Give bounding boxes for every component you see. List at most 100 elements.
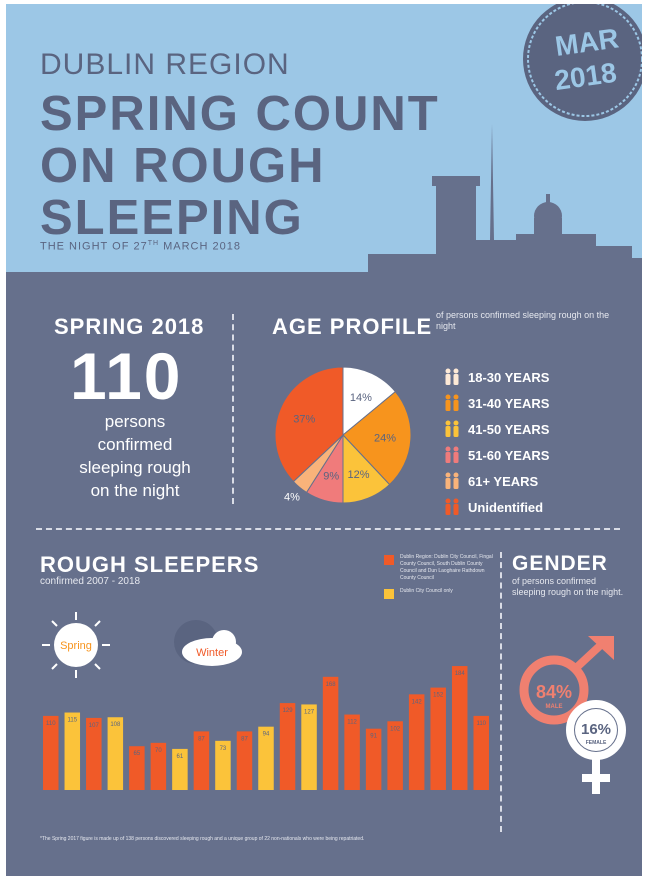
bar <box>43 715 59 790</box>
female-label: FEMALE <box>586 740 607 746</box>
legend-row-18-30: 18-30 YEARS <box>442 364 549 390</box>
bar-value-label: 129 <box>283 708 294 714</box>
male-label: MALE <box>546 704 563 710</box>
legend-row-61-plus: 61+ YEARS <box>442 468 549 494</box>
bar-value-label: 70 <box>155 748 162 754</box>
bar-value-label: 110 <box>46 721 56 727</box>
pie-slice <box>342 390 412 486</box>
age-pie-chart: 14% 24% 12% 9% 4% 37% <box>274 366 412 504</box>
title-line-1: SPRING COUNT <box>40 87 440 141</box>
age-subtitle: of persons confirmed sleeping rough on t… <box>436 310 610 331</box>
rough-sleepers-subtitle: confirmed 2007 - 2018 <box>40 576 141 587</box>
legend-row-51-60: 51-60 YEARS <box>442 442 549 468</box>
gender-symbols: 84% MALE 16% FEMALE <box>519 636 626 794</box>
bar-value-label: 107 <box>89 723 100 729</box>
bar-value-label: 112 <box>347 720 357 726</box>
bar-value-label: 87 <box>198 736 205 742</box>
male-symbol-icon: 84% MALE <box>519 636 614 725</box>
bar-value-label: 168 <box>326 682 337 688</box>
female-percent: 16% <box>581 721 611 738</box>
bar <box>387 721 403 790</box>
pie-slice <box>342 366 397 437</box>
bar-legend-dublin-region: Dublin Region: Dublin City Council, Fing… <box>384 554 494 582</box>
rough-sleepers-heading: ROUGH SLEEPERS <box>40 552 260 577</box>
legend-row-31-40: 31-40 YEARS <box>442 390 549 416</box>
date-stamp: MAR 2018 <box>523 4 642 121</box>
spring-label: Spring <box>60 640 92 652</box>
bar-value-label: 102 <box>390 726 401 732</box>
bar <box>258 726 274 790</box>
legend-row-unidentified: Unidentified <box>442 494 549 520</box>
bar-value-label: 115 <box>67 718 77 724</box>
title-line-3: SLEEPING <box>40 191 304 245</box>
divider-vertical-top <box>232 314 234 504</box>
gender-subtitle: of persons confirmed sleeping rough on t… <box>512 576 624 597</box>
bar <box>236 731 253 790</box>
bar-value-label: 65 <box>134 751 141 757</box>
bar <box>279 703 296 790</box>
people-icon <box>445 446 459 463</box>
bar-value-label: 127 <box>304 709 315 715</box>
bar-legend-dcc-only: Dublin City Council only <box>384 588 494 599</box>
pie-slice-label: 4% <box>284 492 300 504</box>
female-symbol-icon: 16% FEMALE <box>566 700 626 794</box>
bar <box>86 717 102 790</box>
male-percent: 84% <box>536 682 572 702</box>
bar <box>172 748 188 790</box>
bar-value-label: 110 <box>476 721 486 727</box>
gender-heading: GENDER <box>512 552 608 575</box>
bar <box>408 694 425 790</box>
bar <box>193 731 210 790</box>
bar-value-label: 108 <box>110 722 121 728</box>
bar <box>215 740 231 790</box>
spring-count: 110 <box>70 339 183 413</box>
age-legend: 18-30 YEARS 31-40 YEARS 41-50 YEARS 51-6… <box>442 364 549 520</box>
legend-row-41-50: 41-50 YEARS <box>442 416 549 442</box>
bar <box>473 715 489 790</box>
pie-slice-label: 12% <box>348 469 370 481</box>
bar-value-label: 94 <box>263 732 270 738</box>
bar <box>344 714 360 790</box>
bar <box>430 687 446 790</box>
bar <box>322 676 339 790</box>
bar <box>150 742 167 790</box>
bar <box>64 712 81 790</box>
bar-value-label: 87 <box>241 736 248 742</box>
night-date: THE NIGHT OF 27TH MARCH 2018 <box>40 240 241 253</box>
legend-swatch <box>445 368 459 385</box>
bar-value-label: 73 <box>220 746 227 752</box>
bar <box>301 704 317 790</box>
footnote: *The Spring 2017 figure is made up of 13… <box>40 836 365 842</box>
sun-icon: Spring <box>42 612 110 678</box>
legend-swatch <box>445 420 459 437</box>
pie-slice-label: 37% <box>293 413 315 425</box>
bar-legend: Dublin Region: Dublin City Council, Fing… <box>384 554 494 605</box>
rough-sleepers-bar-chart: 110 115 107 108 65 70 61 87 73 87 94 129 127 168 112 91… <box>43 666 489 790</box>
people-icon <box>445 368 459 385</box>
age-heading: AGE PROFILE <box>272 314 433 339</box>
bar-value-label: 61 <box>177 754 184 760</box>
people-icon <box>445 498 459 515</box>
legend-swatch <box>384 589 394 599</box>
divider-vertical-bottom <box>500 552 502 832</box>
pie-slice-label: 14% <box>350 392 372 404</box>
pie-slice-label: 24% <box>374 433 396 445</box>
pie-slice-label: 9% <box>323 470 339 482</box>
bar <box>129 746 145 790</box>
pie-slice <box>274 366 344 483</box>
bar-value-label: 184 <box>455 671 466 677</box>
people-icon <box>445 420 459 437</box>
legend-swatch <box>445 446 459 463</box>
legend-swatch <box>445 394 459 411</box>
spring-description: persons confirmed sleeping rough on the … <box>79 412 191 500</box>
bar-value-label: 91 <box>370 734 377 740</box>
dublin-skyline-silhouette <box>6 124 642 304</box>
bar-value-label: 142 <box>412 699 423 705</box>
legend-swatch <box>384 555 394 565</box>
divider-horizontal <box>36 528 620 530</box>
infographic: DUBLIN REGION SPRING COUNT ON ROUGH SLEE… <box>6 4 642 876</box>
winter-label: Winter <box>196 647 228 659</box>
region-title: DUBLIN REGION <box>40 48 290 81</box>
title-line-2: ON ROUGH <box>40 139 326 193</box>
bar <box>365 728 382 790</box>
